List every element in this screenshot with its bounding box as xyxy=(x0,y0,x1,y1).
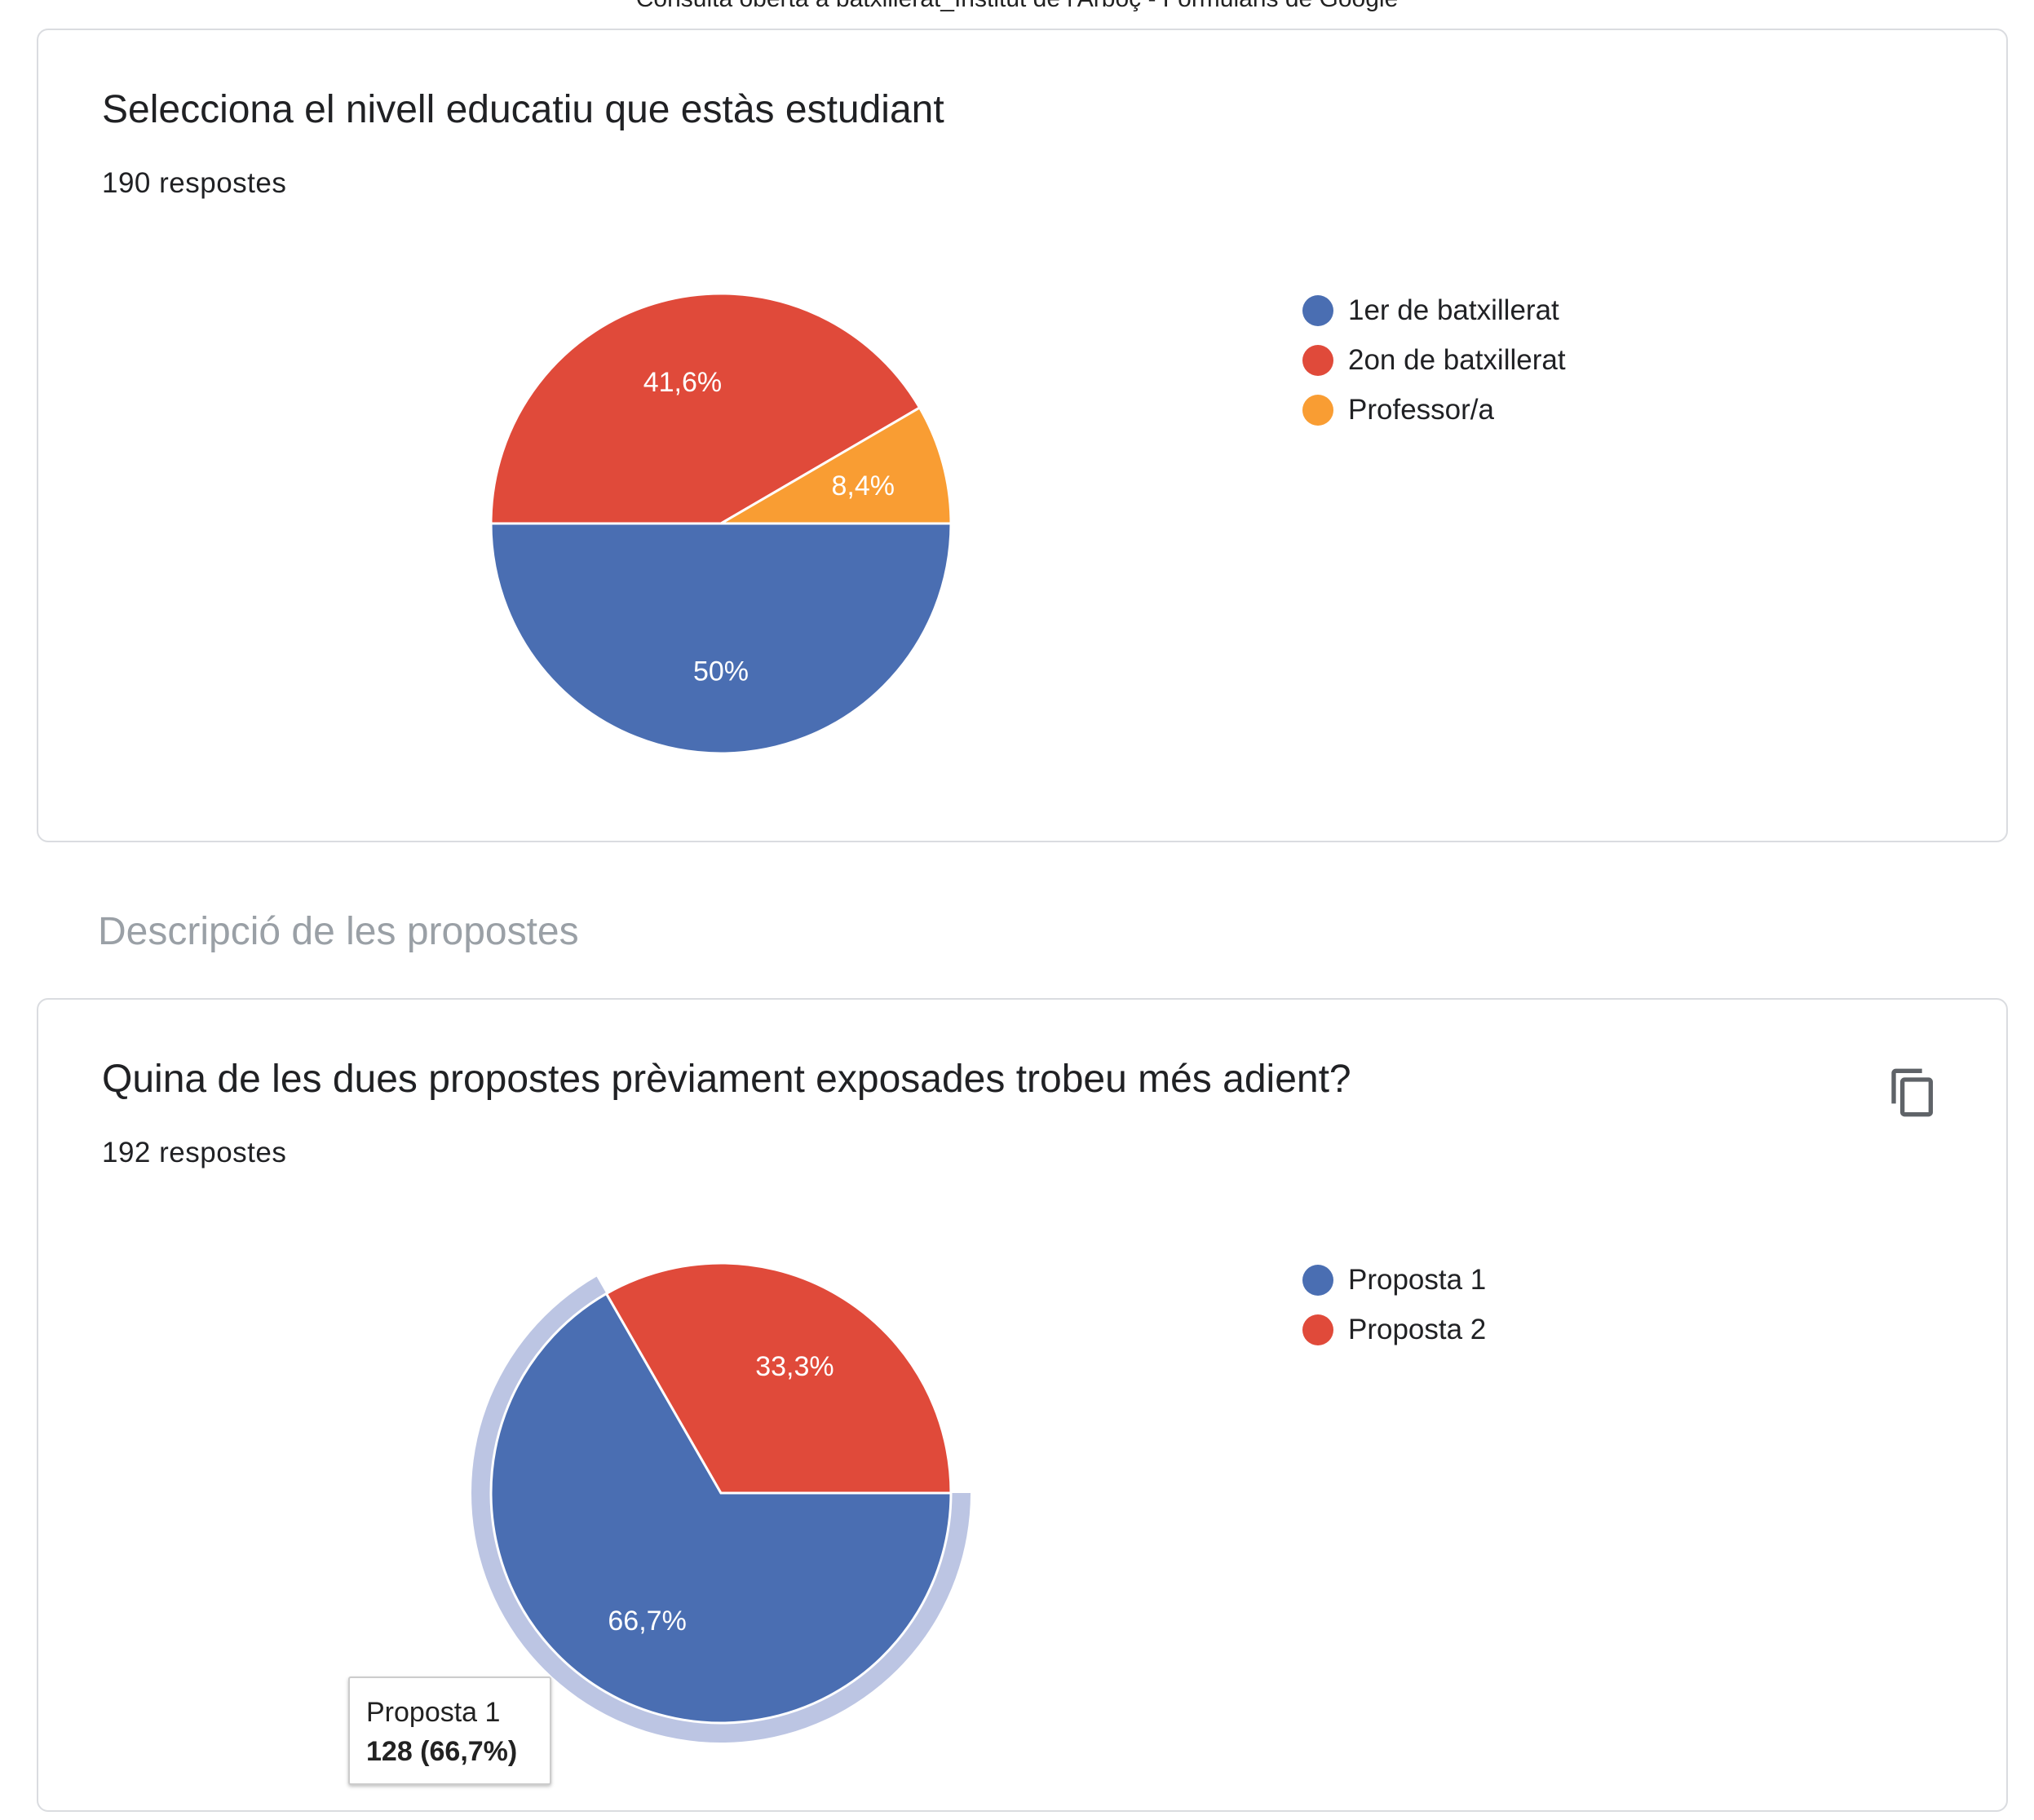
document-title: Consulta oberta a batxillerat_Institut d… xyxy=(0,0,2034,13)
legend-label: 2on de batxillerat xyxy=(1348,343,1566,376)
pie-slice[interactable] xyxy=(604,1261,953,1495)
tooltip-label: Proposta 1 xyxy=(366,1697,501,1728)
legend-swatch xyxy=(1302,394,1333,426)
slice-label: 50% xyxy=(693,656,749,687)
copy-icon[interactable] xyxy=(1887,1063,1939,1122)
pie-chart: 66,7% 33,3% xyxy=(471,1261,971,1743)
pie-slice[interactable] xyxy=(716,405,953,525)
legend-label: 1er de batxillerat xyxy=(1348,294,1559,326)
legend-item[interactable]: Proposta 1 xyxy=(1302,1255,1486,1305)
legend-item[interactable]: Proposta 2 xyxy=(1302,1305,1486,1354)
question-card-level: Selecciona el nivell educatiu que estàs … xyxy=(37,29,2008,842)
question-card-proposal: Quina de les dues propostes prèviament e… xyxy=(37,998,2008,1812)
slice-label: 8,4% xyxy=(831,470,895,501)
pie-chart: 50% 41,6% 8,4% xyxy=(489,292,953,755)
legend-label: Professor/a xyxy=(1348,393,1494,426)
legend-label: Proposta 1 xyxy=(1348,1263,1487,1296)
legend-item[interactable]: Professor/a xyxy=(1302,385,1566,435)
tooltip-value: 128 (66,7%) xyxy=(366,1736,518,1767)
pie-slice[interactable] xyxy=(489,1292,953,1725)
legend-item[interactable]: 2on de batxillerat xyxy=(1302,335,1566,385)
legend-swatch xyxy=(1302,1314,1333,1345)
slice-label: 41,6% xyxy=(643,367,722,398)
legend-swatch xyxy=(1302,344,1333,376)
pie-slice[interactable] xyxy=(489,292,922,525)
chart-tooltip: Proposta 1 128 (66,7%) xyxy=(348,1676,551,1785)
slice-label: 33,3% xyxy=(755,1351,833,1382)
section-title: Descripció de les propostes xyxy=(98,910,579,953)
response-count: 190 respostes xyxy=(102,167,287,199)
legend-swatch xyxy=(1302,294,1333,326)
question-title: Quina de les dues propostes prèviament e… xyxy=(102,1058,1351,1101)
legend-item[interactable]: 1er de batxillerat xyxy=(1302,285,1566,335)
question-title: Selecciona el nivell educatiu que estàs … xyxy=(102,88,944,131)
chart-legend: Proposta 1 Proposta 2 xyxy=(1302,1255,1486,1354)
chart-legend: 1er de batxillerat 2on de batxillerat Prof… xyxy=(1302,285,1566,435)
legend-swatch xyxy=(1302,1264,1333,1296)
legend-label: Proposta 2 xyxy=(1348,1313,1487,1345)
pie-slice[interactable] xyxy=(489,522,953,755)
slice-label: 66,7% xyxy=(608,1606,686,1637)
response-count: 192 respostes xyxy=(102,1137,287,1168)
